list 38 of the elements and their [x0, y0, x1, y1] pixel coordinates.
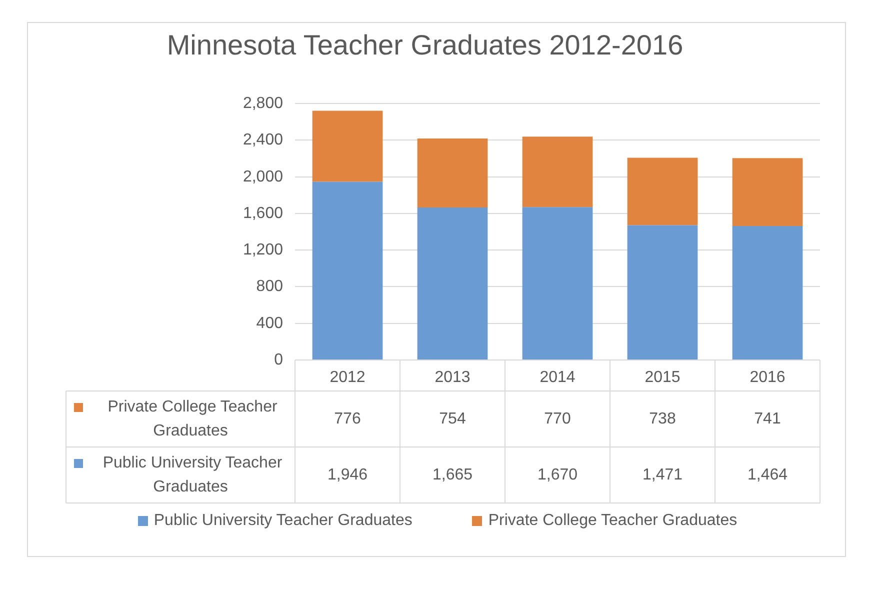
text: Public University Teacher Graduates: [154, 512, 412, 529]
bar: [522, 207, 593, 360]
data-label: 1,946: [327, 466, 368, 484]
bar: [312, 110, 383, 182]
legend-label: Public University Teacher Graduates: [102, 454, 283, 496]
chart-title: Minnesota Teacher Graduates 2012-2016: [166, 30, 684, 61]
data-label: 1,670: [537, 466, 578, 484]
y-tick-label: 2,000: [242, 168, 284, 186]
y-tick-label: 1,200: [242, 242, 284, 259]
y-tick-label: 0: [274, 351, 284, 368]
bar: [417, 138, 488, 208]
bar: [312, 182, 383, 360]
legend-label: Private College Teacher Graduates: [108, 398, 278, 440]
x-tick-label: 2015: [644, 369, 680, 386]
bar: [627, 158, 698, 226]
y-tick-label: 2,400: [242, 132, 284, 149]
x-tick-label: 2016: [750, 369, 786, 386]
bar: [522, 136, 593, 208]
data-label: 1,471: [642, 466, 683, 484]
bar: [417, 208, 488, 360]
data-label: 1,665: [432, 466, 473, 484]
y-tick-label: 400: [256, 314, 284, 332]
bar: [732, 158, 803, 226]
data-label: 776: [334, 410, 361, 428]
data-label: 770: [544, 410, 571, 428]
text: Private College Teacher Graduates: [488, 512, 738, 529]
x-tick-label: 2013: [434, 369, 470, 386]
y-tick-label: 2,800: [242, 95, 284, 112]
data-label: 738: [649, 410, 676, 428]
bar: [732, 226, 803, 360]
y-tick-label: 800: [256, 278, 284, 296]
y-tick-label: 1,600: [242, 204, 284, 222]
data-label: 1,464: [747, 466, 788, 484]
data-label: 754: [439, 410, 466, 428]
x-tick-label: 2012: [330, 369, 366, 386]
data-label: 741: [754, 410, 781, 428]
x-tick-label: 2014: [540, 369, 576, 386]
bar: [627, 225, 698, 360]
